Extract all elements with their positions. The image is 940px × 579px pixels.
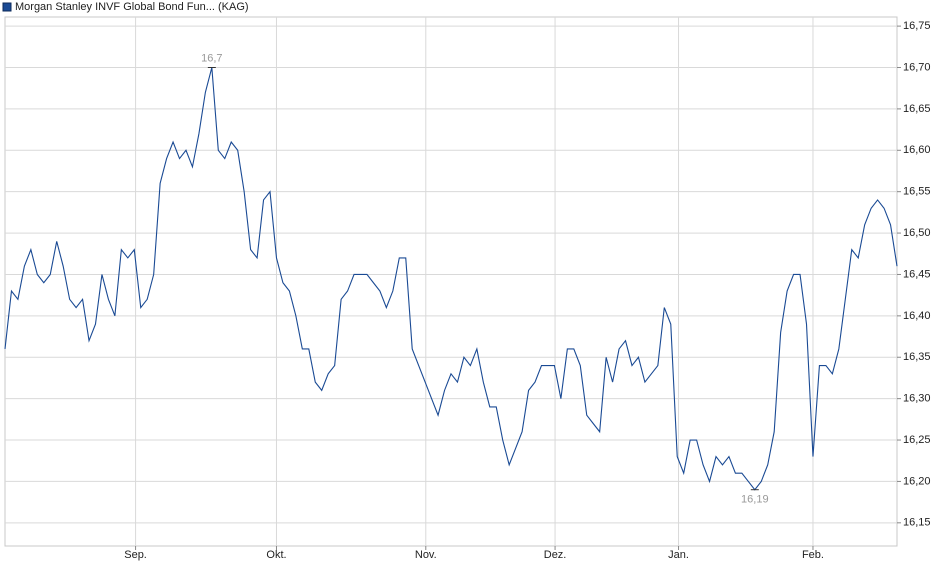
y-tick-label: 16,30 [903, 393, 931, 405]
y-tick-label: 16,40 [903, 310, 931, 322]
x-tick-label: Dez. [544, 549, 567, 561]
plot-area [4, 16, 898, 547]
legend-label: Morgan Stanley INVF Global Bond Fun... (… [15, 1, 249, 13]
y-tick-label: 16,75 [903, 20, 931, 32]
y-tick-label: 16,55 [903, 186, 931, 198]
value-label: 16,7 [201, 52, 222, 64]
x-tick-label: Sep. [124, 549, 147, 561]
y-tick-label: 16,20 [903, 475, 931, 487]
x-tick-label: Nov. [415, 549, 437, 561]
y-tick-label: 16,65 [903, 103, 931, 115]
x-tick-label: Okt. [266, 549, 286, 561]
y-tick-label: 16,50 [903, 227, 931, 239]
x-tick-label: Jan. [668, 549, 689, 561]
y-tick-label: 16,45 [903, 268, 931, 280]
y-tick-label: 16,25 [903, 434, 931, 446]
y-tick-label: 16,60 [903, 144, 931, 156]
price-line [4, 67, 898, 491]
x-tick-label: Feb. [802, 549, 824, 561]
legend-swatch [2, 2, 12, 12]
y-tick-label: 16,35 [903, 351, 931, 363]
value-label: 16,19 [741, 494, 769, 506]
y-tick-label: 16,15 [903, 517, 931, 529]
y-tick-label: 16,70 [903, 61, 931, 73]
